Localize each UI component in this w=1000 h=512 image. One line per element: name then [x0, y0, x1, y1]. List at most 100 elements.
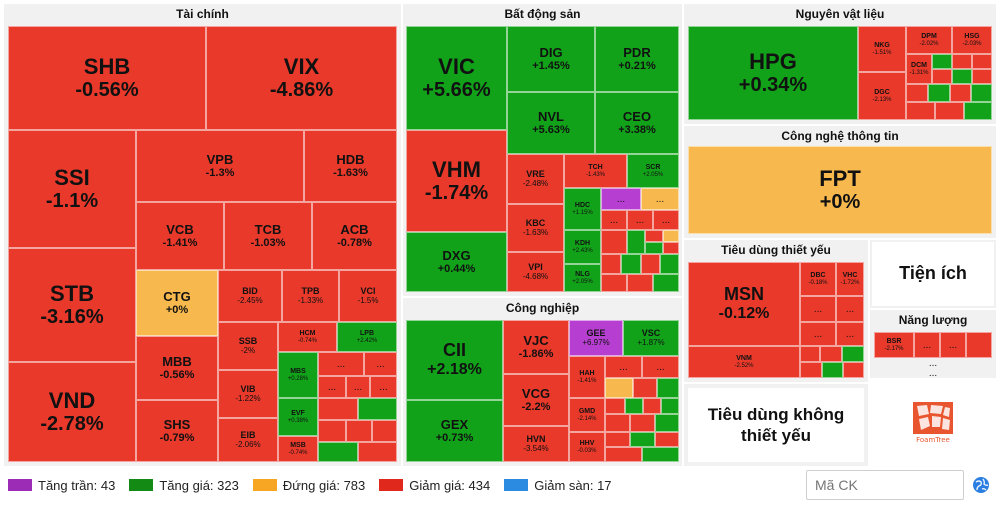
tile-small-7[interactable]: [358, 398, 397, 420]
tile-small-4[interactable]: ...: [346, 376, 370, 398]
tile-bds-s14[interactable]: [601, 274, 627, 292]
tile-NKG[interactable]: NKG -1.51%: [858, 26, 906, 72]
tile-STB[interactable]: STB -3.16%: [8, 248, 136, 362]
tile-bds-s3[interactable]: ...: [653, 210, 679, 230]
tile-EVF[interactable]: EVF +0.38%: [278, 398, 318, 436]
tile-small-8[interactable]: [318, 420, 346, 442]
tile-ceiling-1[interactable]: ...: [601, 188, 641, 210]
tile-nl-s3[interactable]: [966, 332, 992, 358]
tile-small-11[interactable]: [318, 442, 358, 462]
tile-cn-s9[interactable]: [661, 398, 679, 414]
tile-EIB[interactable]: EIB -2.06%: [218, 418, 278, 462]
tile-SHB[interactable]: SHB -0.56%: [8, 26, 206, 130]
tile-bds-s11[interactable]: [621, 254, 641, 274]
tile-nvl-s7[interactable]: [906, 84, 928, 102]
tile-HSG[interactable]: HSG -2.03%: [952, 26, 992, 54]
tile-small-9[interactable]: [346, 420, 372, 442]
tile-td-s4[interactable]: ...: [836, 322, 864, 346]
tile-nvl-s5[interactable]: [952, 69, 972, 84]
tile-SHS[interactable]: SHS -0.79%: [136, 400, 218, 462]
tile-bds-s7[interactable]: [663, 230, 679, 242]
tile-td-s7[interactable]: [842, 346, 864, 362]
tile-HDC[interactable]: HDC +1.15%: [564, 188, 601, 230]
tile-VRE[interactable]: VRE -2.48%: [507, 154, 564, 204]
tile-td-s6[interactable]: [820, 346, 842, 362]
tile-bds-s8[interactable]: [645, 242, 663, 254]
tile-HHV[interactable]: HHV -0.03%: [569, 432, 605, 462]
tile-DGC[interactable]: DGC -2.13%: [858, 72, 906, 120]
tile-bds-s5[interactable]: [627, 230, 645, 254]
tile-nvl-s2[interactable]: [952, 54, 972, 69]
tile-VPB[interactable]: VPB -1.3%: [136, 130, 304, 202]
tile-MSN[interactable]: MSN -0.12%: [688, 262, 800, 346]
legend-item-ceiling[interactable]: Tăng trần: 43: [8, 478, 115, 493]
tile-cn-s4[interactable]: [633, 378, 657, 398]
tile-cn-s11[interactable]: [630, 414, 655, 432]
tile-nvl-s8[interactable]: [928, 84, 950, 102]
legend-item-down[interactable]: Giảm giá: 434: [379, 478, 490, 493]
tile-small-12[interactable]: [358, 442, 397, 462]
tile-BID[interactable]: BID -2.45%: [218, 270, 282, 322]
tile-SSB[interactable]: SSB -2%: [218, 322, 278, 370]
tile-SCR[interactable]: SCR +2.05%: [627, 154, 679, 188]
tile-nvl-s13[interactable]: [964, 102, 992, 120]
stock-code-search-input[interactable]: [806, 470, 964, 500]
tile-DBC[interactable]: DBC -0.18%: [800, 262, 836, 296]
tile-nvl-s10[interactable]: [971, 84, 992, 102]
tile-DXG[interactable]: DXG +0.44%: [406, 232, 507, 292]
tile-MBS[interactable]: MBS +0.28%: [278, 352, 318, 398]
tile-td-s2[interactable]: ...: [836, 296, 864, 322]
tile-DIG[interactable]: DIG +1.45%: [507, 26, 595, 92]
tile-cn-s16[interactable]: [605, 447, 642, 462]
tile-VCI[interactable]: VCI -1.5%: [339, 270, 397, 322]
tile-VCB[interactable]: VCB -1.41%: [136, 202, 224, 270]
tile-VPI[interactable]: VPI -4.68%: [507, 252, 564, 292]
sector-tieu-dung-khong[interactable]: Tiêu dùng không thiết yếu: [684, 384, 868, 466]
tile-small-1[interactable]: ...: [318, 352, 364, 376]
tile-bds-s10[interactable]: [601, 254, 621, 274]
tile-VHM[interactable]: VHM -1.74%: [406, 130, 507, 232]
tile-ACB[interactable]: ACB -0.78%: [312, 202, 397, 270]
tile-small-2[interactable]: ...: [364, 352, 397, 376]
tile-PDR[interactable]: PDR +0.21%: [595, 26, 679, 92]
legend-item-floor[interactable]: Giảm sàn: 17: [504, 478, 612, 493]
tile-FPT[interactable]: FPT +0%: [688, 146, 992, 234]
tile-VND[interactable]: VND -2.78%: [8, 362, 136, 462]
tile-bds-s1[interactable]: ...: [601, 210, 627, 230]
tile-LPB[interactable]: LPB +2.42%: [337, 322, 397, 352]
sector-tien-ich[interactable]: Tiện ích: [870, 240, 996, 308]
tile-cn-s3[interactable]: [605, 378, 633, 398]
tile-bds-s4[interactable]: [601, 230, 627, 254]
tile-cn-s12[interactable]: [655, 414, 679, 432]
tile-td-s10[interactable]: [843, 362, 864, 378]
tile-td-s3[interactable]: ...: [800, 322, 836, 346]
tile-cn-s7[interactable]: [625, 398, 643, 414]
tile-TCH[interactable]: TCH -1.43%: [564, 154, 627, 188]
tile-GEX[interactable]: GEX +0.73%: [406, 400, 503, 462]
tile-cn-s13[interactable]: [605, 432, 630, 447]
tile-nvl-s1[interactable]: [932, 54, 952, 69]
tile-HCM[interactable]: HCM -0.74%: [278, 322, 337, 352]
tile-TPB[interactable]: TPB -1.33%: [282, 270, 339, 322]
tile-nvl-s3[interactable]: [972, 54, 992, 69]
tile-bds-s15[interactable]: [627, 274, 653, 292]
tile-DCM[interactable]: DCM -1.31%: [906, 54, 932, 84]
legend-item-up[interactable]: Tăng giá: 323: [129, 478, 239, 493]
tile-HPG[interactable]: HPG +0.34%: [688, 26, 858, 120]
tile-VIB[interactable]: VIB -1.22%: [218, 370, 278, 418]
tile-ref-1[interactable]: ...: [641, 188, 679, 210]
tile-VCG[interactable]: VCG -2.2%: [503, 374, 569, 426]
tile-small-5[interactable]: ...: [370, 376, 397, 398]
tile-nvl-s11[interactable]: [906, 102, 935, 120]
tile-small-10[interactable]: [372, 420, 397, 442]
tile-DPM[interactable]: DPM -2.02%: [906, 26, 952, 54]
tile-VJC[interactable]: VJC -1.86%: [503, 320, 569, 374]
tile-cn-s17[interactable]: [642, 447, 679, 462]
tile-CTG[interactable]: CTG +0%: [136, 270, 218, 336]
nl-more-2[interactable]: ...: [874, 368, 992, 378]
tile-bds-s9[interactable]: [663, 242, 679, 254]
tile-nl-s1[interactable]: ...: [914, 332, 940, 358]
legend-item-flat[interactable]: Đứng giá: 783: [252, 478, 365, 493]
tile-nl-s2[interactable]: ...: [940, 332, 966, 358]
tile-VIC[interactable]: VIC +5.66%: [406, 26, 507, 130]
